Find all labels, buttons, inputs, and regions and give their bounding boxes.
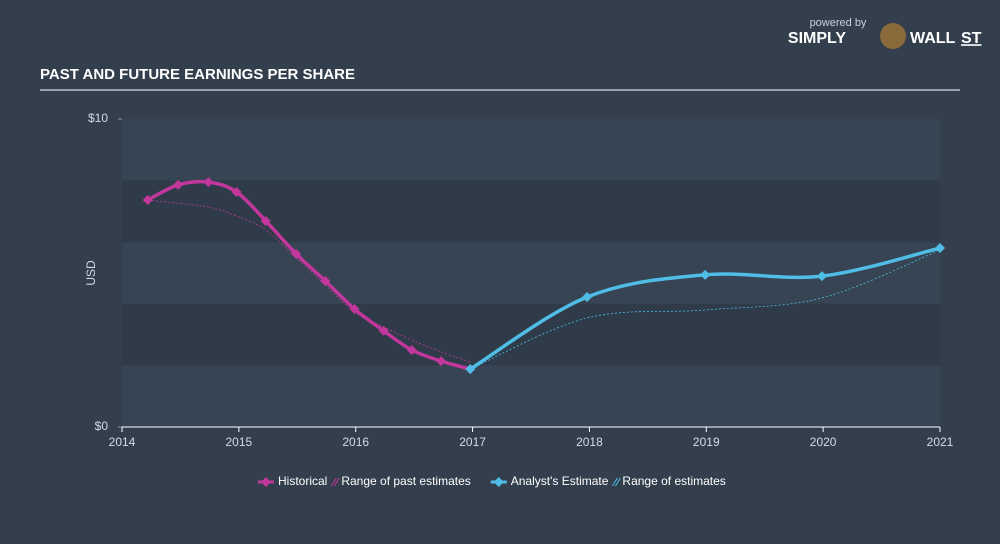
point <box>291 248 302 259</box>
legend-item: Range of past estimates <box>330 474 471 488</box>
point <box>406 345 417 355</box>
brand: WALL <box>910 30 956 47</box>
chart-title: PAST AND FUTURE EARNINGS PER SHARE <box>40 66 355 83</box>
legend-swatch <box>614 477 621 487</box>
point <box>231 186 242 197</box>
point <box>436 356 447 367</box>
point <box>349 304 360 315</box>
x-tick-label: 2016 <box>342 435 369 449</box>
legend-swatch <box>611 477 618 487</box>
point <box>173 179 184 190</box>
x-tick-label: 2021 <box>927 435 954 449</box>
x-tick-label: 2019 <box>693 435 720 449</box>
legend-label: Historical <box>278 474 327 488</box>
range-line <box>147 199 471 363</box>
legend: Historical Range of past estimates Analyst… <box>258 474 726 488</box>
x-tick-label: 2017 <box>459 435 486 449</box>
point <box>320 276 331 287</box>
x-tick-label: 2015 <box>226 435 253 449</box>
legend-label: Range of estimates <box>622 474 725 488</box>
legend-label: Analyst's Estimate <box>511 474 609 488</box>
legend-item: Range of estimates <box>611 474 726 488</box>
brand: ST <box>961 30 982 47</box>
range-line <box>470 249 941 370</box>
x-tick-label: 2018 <box>576 435 603 449</box>
point <box>378 325 389 336</box>
legend-swatch <box>333 477 340 487</box>
point <box>582 292 593 303</box>
point <box>260 215 271 226</box>
x-tick-label: 2014 <box>109 435 136 449</box>
powered-by: powered by <box>810 17 867 29</box>
y-tick-label: $0 <box>95 419 109 433</box>
plot-band <box>122 242 940 304</box>
plot-band <box>122 180 940 243</box>
brand: SIMPLY <box>788 30 846 47</box>
legend-swatch <box>493 477 504 487</box>
y-axis-label: USD <box>84 260 98 286</box>
plot-band <box>122 303 940 366</box>
plot-band <box>122 119 940 181</box>
plot-band <box>122 365 940 427</box>
legend-label: Range of past estimates <box>341 474 470 488</box>
legend-item: Analyst's Estimate <box>490 474 609 488</box>
legend-swatch <box>261 477 271 487</box>
x-tick-label: 2020 <box>810 435 837 449</box>
y-tick-label: $10 <box>88 111 108 125</box>
point <box>816 271 827 282</box>
point <box>700 269 711 280</box>
legend-swatch <box>330 477 337 487</box>
logo-icon <box>880 23 906 49</box>
point <box>203 177 214 188</box>
legend-item: Historical <box>258 474 327 488</box>
